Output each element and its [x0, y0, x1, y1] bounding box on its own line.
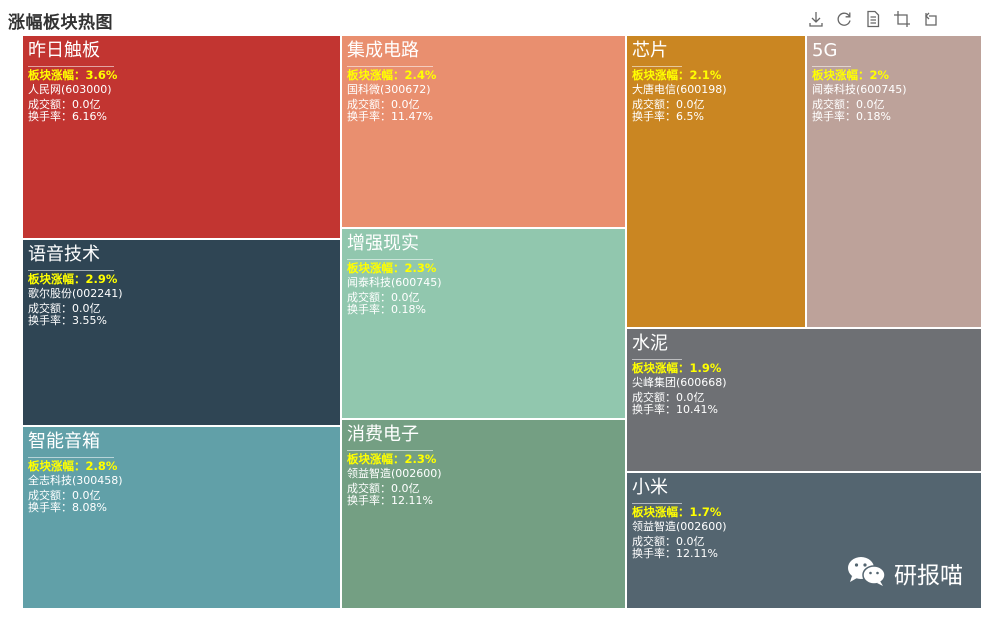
tile-turnover: 换手率：12.11%	[347, 494, 433, 507]
tile-volume: 成交额：0.0亿	[28, 98, 101, 111]
tile-sector-change: 板块涨幅：2.1%	[632, 68, 722, 82]
tile-sector-name: 小米	[632, 476, 682, 504]
tile-sector-change: 板块涨幅：2.3%	[347, 452, 437, 466]
tile-lead-stock: 闻泰科技(600745)	[347, 276, 442, 289]
treemap-tile[interactable]: 水泥 板块涨幅：1.9% 尖峰集团(600668) 成交额：0.0亿 换手率：10.41…	[626, 328, 982, 472]
tile-volume: 成交额：0.0亿	[632, 98, 705, 111]
tile-sector-name: 集成电路	[347, 39, 433, 67]
tile-turnover: 换手率：0.18%	[347, 303, 426, 316]
tile-volume: 成交额：0.0亿	[347, 291, 420, 304]
tile-sector-change: 板块涨幅：2.3%	[347, 261, 437, 275]
tile-turnover: 换手率：6.5%	[632, 110, 704, 123]
treemap-tile[interactable]: 语音技术 板块涨幅：2.9% 歌尔股份(002241) 成交额：0.0亿 换手率：3.5…	[22, 239, 341, 426]
tile-lead-stock: 尖峰集团(600668)	[632, 376, 727, 389]
tile-lead-stock: 人民网(603000)	[28, 83, 112, 96]
tile-turnover: 换手率：10.41%	[632, 403, 718, 416]
tile-sector-name: 消费电子	[347, 423, 433, 451]
tile-lead-stock: 歌尔股份(002241)	[28, 287, 123, 300]
tile-lead-stock: 大唐电信(600198)	[632, 83, 727, 96]
tile-sector-change: 板块涨幅：1.9%	[632, 361, 722, 375]
tile-turnover: 换手率：3.55%	[28, 314, 107, 327]
treemap-tile[interactable]: 智能音箱 板块涨幅：2.8% 全志科技(300458) 成交额：0.0亿 换手率：8.0…	[22, 426, 341, 609]
tile-sector-name: 语音技术	[28, 243, 114, 271]
treemap-tile[interactable]: 芯片 板块涨幅：2.1% 大唐电信(600198) 成交额：0.0亿 换手率：6.5%	[626, 35, 806, 328]
tile-volume: 成交额：0.0亿	[632, 391, 705, 404]
tile-lead-stock: 领益智造(002600)	[347, 467, 442, 480]
tile-sector-change: 板块涨幅：2.4%	[347, 68, 437, 82]
tile-volume: 成交额：0.0亿	[632, 535, 705, 548]
zoom-reset-icon[interactable]	[920, 9, 940, 29]
tile-sector-change: 板块涨幅：2.8%	[28, 459, 118, 473]
treemap-tile[interactable]: 5G 板块涨幅：2% 闻泰科技(600745) 成交额：0.0亿 换手率：0.18%	[806, 35, 982, 328]
wechat-icon	[848, 557, 886, 586]
data-view-icon[interactable]	[863, 9, 883, 29]
tile-turnover: 换手率：12.11%	[632, 547, 718, 560]
tile-volume: 成交额：0.0亿	[28, 302, 101, 315]
watermark-text: 研报喵	[894, 563, 963, 589]
treemap-tile[interactable]: 集成电路 板块涨幅：2.4% 国科微(300672) 成交额：0.0亿 换手率：11.4…	[341, 35, 626, 228]
tile-sector-change: 板块涨幅：1.7%	[632, 505, 722, 519]
tile-lead-stock: 全志科技(300458)	[28, 474, 123, 487]
tile-sector-change: 板块涨幅：3.6%	[28, 68, 118, 82]
tile-sector-name: 智能音箱	[28, 430, 114, 458]
download-icon[interactable]	[806, 9, 826, 29]
tile-volume: 成交额：0.0亿	[812, 98, 885, 111]
tile-sector-name: 昨日触板	[28, 39, 114, 67]
tile-sector-change: 板块涨幅：2.9%	[28, 272, 118, 286]
treemap-tile[interactable]: 消费电子 板块涨幅：2.3% 领益智造(002600) 成交额：0.0亿 换手率：12.…	[341, 419, 626, 609]
tile-volume: 成交额：0.0亿	[28, 489, 101, 502]
tile-sector-name: 增强现实	[347, 232, 433, 260]
tile-volume: 成交额：0.0亿	[347, 98, 420, 111]
treemap-tile[interactable]: 增强现实 板块涨幅：2.3% 闻泰科技(600745) 成交额：0.0亿 换手率：0.1…	[341, 228, 626, 419]
tile-lead-stock: 领益智造(002600)	[632, 520, 727, 533]
zoom-icon[interactable]	[892, 9, 912, 29]
tile-turnover: 换手率：11.47%	[347, 110, 433, 123]
tile-turnover: 换手率：8.08%	[28, 501, 107, 514]
treemap-tile[interactable]: 小米 板块涨幅：1.7% 领益智造(002600) 成交额：0.0亿 换手率：12.11…	[626, 472, 982, 609]
refresh-icon[interactable]	[834, 9, 854, 29]
chart-title: 涨幅板块热图	[8, 13, 113, 33]
tile-lead-stock: 国科微(300672)	[347, 83, 431, 96]
tile-sector-name: 5G	[812, 39, 852, 67]
tile-turnover: 换手率：6.16%	[28, 110, 107, 123]
tile-lead-stock: 闻泰科技(600745)	[812, 83, 907, 96]
treemap-tile[interactable]: 昨日触板 板块涨幅：3.6% 人民网(603000) 成交额：0.0亿 换手率：6.16…	[22, 35, 341, 239]
tile-sector-name: 芯片	[632, 39, 682, 67]
tile-sector-name: 水泥	[632, 332, 682, 360]
tile-turnover: 换手率：0.18%	[812, 110, 891, 123]
tile-sector-change: 板块涨幅：2%	[812, 68, 890, 82]
tile-volume: 成交额：0.0亿	[347, 482, 420, 495]
